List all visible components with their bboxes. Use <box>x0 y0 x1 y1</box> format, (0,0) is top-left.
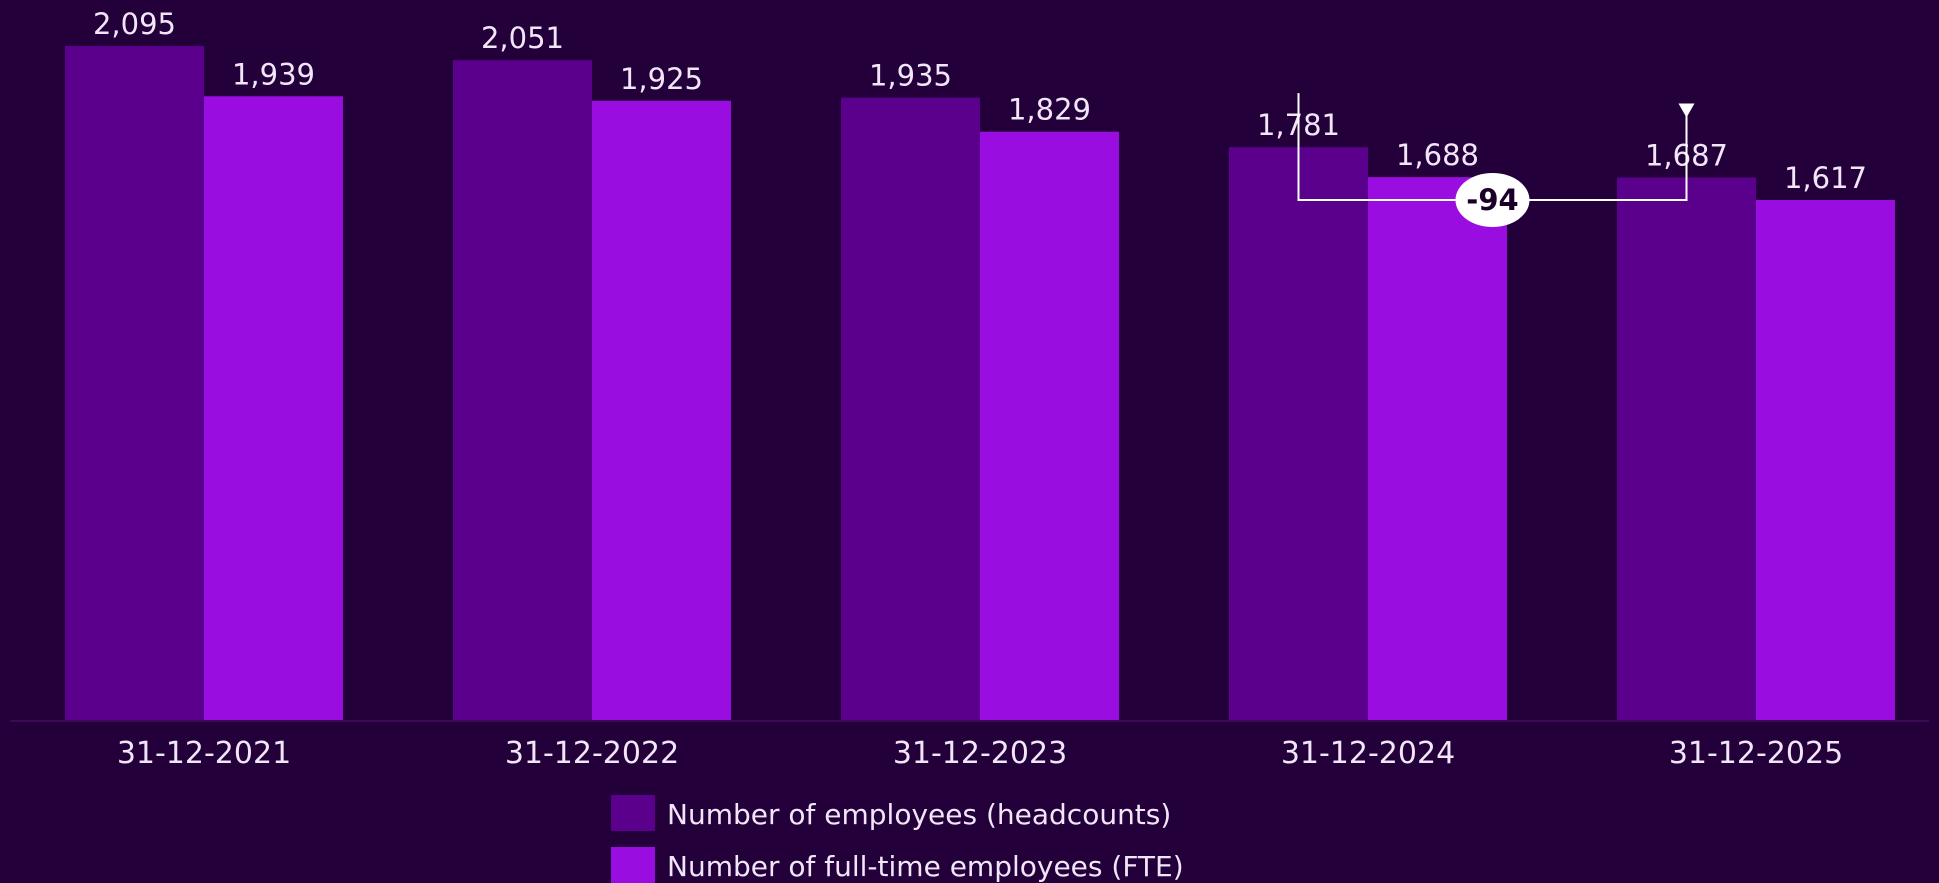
bar-fte-31-12-2025 <box>1756 200 1895 722</box>
bar-headcount-31-12-2022 <box>453 60 592 721</box>
bar-headcount-31-12-2024 <box>1229 147 1368 722</box>
category-label-31-12-2021: 31-12-2021 <box>117 736 291 771</box>
category-label-31-12-2025: 31-12-2025 <box>1669 736 1843 771</box>
legend-swatch-headcount <box>611 795 655 831</box>
bar-fte-31-12-2022 <box>592 100 731 722</box>
bars-group <box>65 46 1895 722</box>
legend-swatch-fte <box>611 847 655 883</box>
value-label-headcount-31-12-2021: 2,095 <box>93 7 176 41</box>
bar-fte-31-12-2023 <box>980 131 1119 722</box>
bar-headcount-31-12-2023 <box>841 97 980 721</box>
annotation-badge-text: -94 <box>1466 183 1518 217</box>
value-label-fte-31-12-2021: 1,939 <box>232 57 315 91</box>
bar-fte-31-12-2021 <box>204 96 343 722</box>
category-label-31-12-2023: 31-12-2023 <box>893 736 1067 771</box>
bar-fte-31-12-2024 <box>1368 177 1507 721</box>
legend: Number of employees (headcounts) Number o… <box>611 795 1184 883</box>
value-label-fte-31-12-2022: 1,925 <box>620 62 703 96</box>
bar-headcount-31-12-2021 <box>65 46 204 721</box>
value-label-headcount-31-12-2022: 2,051 <box>481 21 564 55</box>
legend-label-fte: Number of full-time employees (FTE) <box>667 850 1184 883</box>
value-label-fte-31-12-2025: 1,617 <box>1784 161 1867 195</box>
legend-label-headcount: Number of employees (headcounts) <box>667 798 1171 831</box>
bar-headcount-31-12-2025 <box>1617 177 1756 722</box>
change-annotation: -94 <box>1297 93 1695 227</box>
value-label-headcount-31-12-2023: 1,935 <box>869 59 952 93</box>
down-arrow-icon <box>1678 103 1695 118</box>
annotation-badge <box>1455 173 1530 227</box>
value-label-fte-31-12-2023: 1,829 <box>1008 93 1091 127</box>
value-label-fte-31-12-2024: 1,688 <box>1396 138 1479 172</box>
category-label-31-12-2024: 31-12-2024 <box>1281 736 1455 771</box>
category-label-31-12-2022: 31-12-2022 <box>505 736 679 771</box>
category-labels-group: 31-12-2021 31-12-2022 31-12-2023 31-12-2024… <box>117 736 1843 771</box>
